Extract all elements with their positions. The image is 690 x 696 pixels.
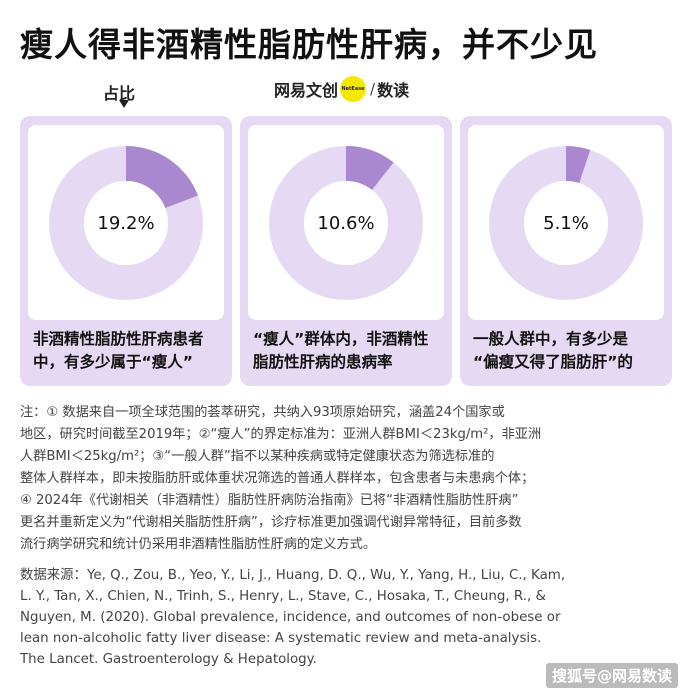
caption-line: “瘦人”群体内，非酒精性 bbox=[253, 330, 429, 348]
donut-chart-1 bbox=[49, 146, 203, 300]
caption-line: 一般人群中，有多少是 bbox=[473, 330, 629, 348]
chart-card-2: 10.6% “瘦人”群体内，非酒精性 脂肪性肝病的患病率 bbox=[240, 116, 452, 386]
caption-line: “偏瘦又得了脂肪肝”的 bbox=[473, 353, 633, 371]
watermark: 搜狐号@网易数读 bbox=[545, 663, 678, 688]
note-line: 人群BMI＜25kg/m²；③“一般人群”指不以某种疾病或特定健康状态为筛选标准… bbox=[20, 449, 495, 464]
brand-dot-icon: NetEase bbox=[340, 76, 367, 102]
card-caption: “瘦人”群体内，非酒精性 脂肪性肝病的患病率 bbox=[253, 328, 449, 374]
donut-hole bbox=[84, 181, 168, 265]
donut-slice-highlight bbox=[126, 146, 198, 209]
source-line: The Lancet. Gastroenterology & Hepatolog… bbox=[20, 652, 317, 667]
donut-slice-highlight bbox=[346, 146, 394, 190]
brand-slash: / bbox=[370, 80, 376, 98]
note-line: 更名并重新定义为“代谢相关脂肪性肝病”，诊疗标准更加强调代谢异常特征，目前多数 bbox=[20, 515, 522, 530]
source-line: Nguyen, M. (2020). Global prevalence, in… bbox=[20, 610, 561, 625]
source-line: 数据来源：Ye, Q., Zou, B., Yeo, Y., Li, J., H… bbox=[20, 568, 566, 583]
note-line: 整体人群样本，即未按脂肪肝或体重状况筛选的普通人群样本，包含患者与未患病个体； bbox=[20, 471, 535, 486]
donut-value-label: 5.1% bbox=[543, 213, 589, 234]
donut-chart-3 bbox=[489, 146, 643, 300]
caption-line: 非酒精性脂肪性肝病患者 bbox=[33, 330, 204, 348]
brand-name: 网易文创 bbox=[274, 81, 339, 100]
chart-card-3: 5.1% 一般人群中，有多少是 “偏瘦又得了脂肪肝”的 bbox=[460, 116, 672, 386]
donut-value-label: 10.6% bbox=[317, 213, 375, 234]
donut-value-label: 19.2% bbox=[97, 213, 155, 234]
brand-logo: 网易文创 NetEase / 数读 bbox=[274, 76, 409, 102]
note-line: 地区，研究时间截至2019年；②“瘦人”的界定标准为：亚洲人群BMI＜23kg/… bbox=[20, 427, 542, 442]
donut-hole bbox=[304, 181, 388, 265]
donut-hole bbox=[524, 181, 608, 265]
card-caption: 非酒精性脂肪性肝病患者 中，有多少属于“瘦人” bbox=[33, 328, 229, 374]
source-block: 数据来源：Ye, Q., Zou, B., Yeo, Y., Li, J., H… bbox=[20, 565, 675, 670]
donut-chart-2 bbox=[269, 146, 423, 300]
donut-slice-highlight bbox=[566, 146, 591, 184]
brand-sub: 数读 bbox=[377, 81, 410, 100]
card-caption: 一般人群中，有多少是 “偏瘦又得了脂肪肝”的 bbox=[473, 328, 669, 374]
donut-panel: 19.2% bbox=[28, 125, 224, 320]
source-line: L. Y., Tan, X., Chien, N., Trinh, S., He… bbox=[20, 589, 546, 604]
donut-panel: 10.6% bbox=[248, 125, 444, 320]
chart-subhead: 占比 bbox=[103, 84, 136, 103]
caption-line: 脂肪性肝病的患病率 bbox=[253, 353, 393, 371]
page-title: 瘦人得非酒精性脂肪性肝病，并不少见 bbox=[20, 25, 598, 64]
note-line: 注：① 数据来自一项全球范围的荟萃研究，共纳入93项原始研究，涵盖24个国家或 bbox=[20, 405, 505, 420]
notes-block: 注：① 数据来自一项全球范围的荟萃研究，共纳入93项原始研究，涵盖24个国家或 … bbox=[20, 402, 675, 556]
note-line: 流行病学研究和统计仍采用非酒精性脂肪性肝病的定义方式。 bbox=[20, 537, 377, 552]
down-arrow-icon bbox=[119, 100, 129, 108]
donut-panel: 5.1% bbox=[468, 125, 664, 320]
note-line: ④ 2024年《代谢相关（非酒精性）脂肪性肝病防治指南》已将“非酒精性脂肪性肝病… bbox=[20, 493, 519, 508]
watermark-text: 搜狐号@网易数读 bbox=[545, 663, 678, 688]
chart-card-1: 19.2% 非酒精性脂肪性肝病患者 中，有多少属于“瘦人” bbox=[20, 116, 232, 386]
source-line: lean non-alcoholic fatty liver disease: … bbox=[20, 631, 542, 646]
caption-line: 中，有多少属于“瘦人” bbox=[33, 353, 193, 371]
